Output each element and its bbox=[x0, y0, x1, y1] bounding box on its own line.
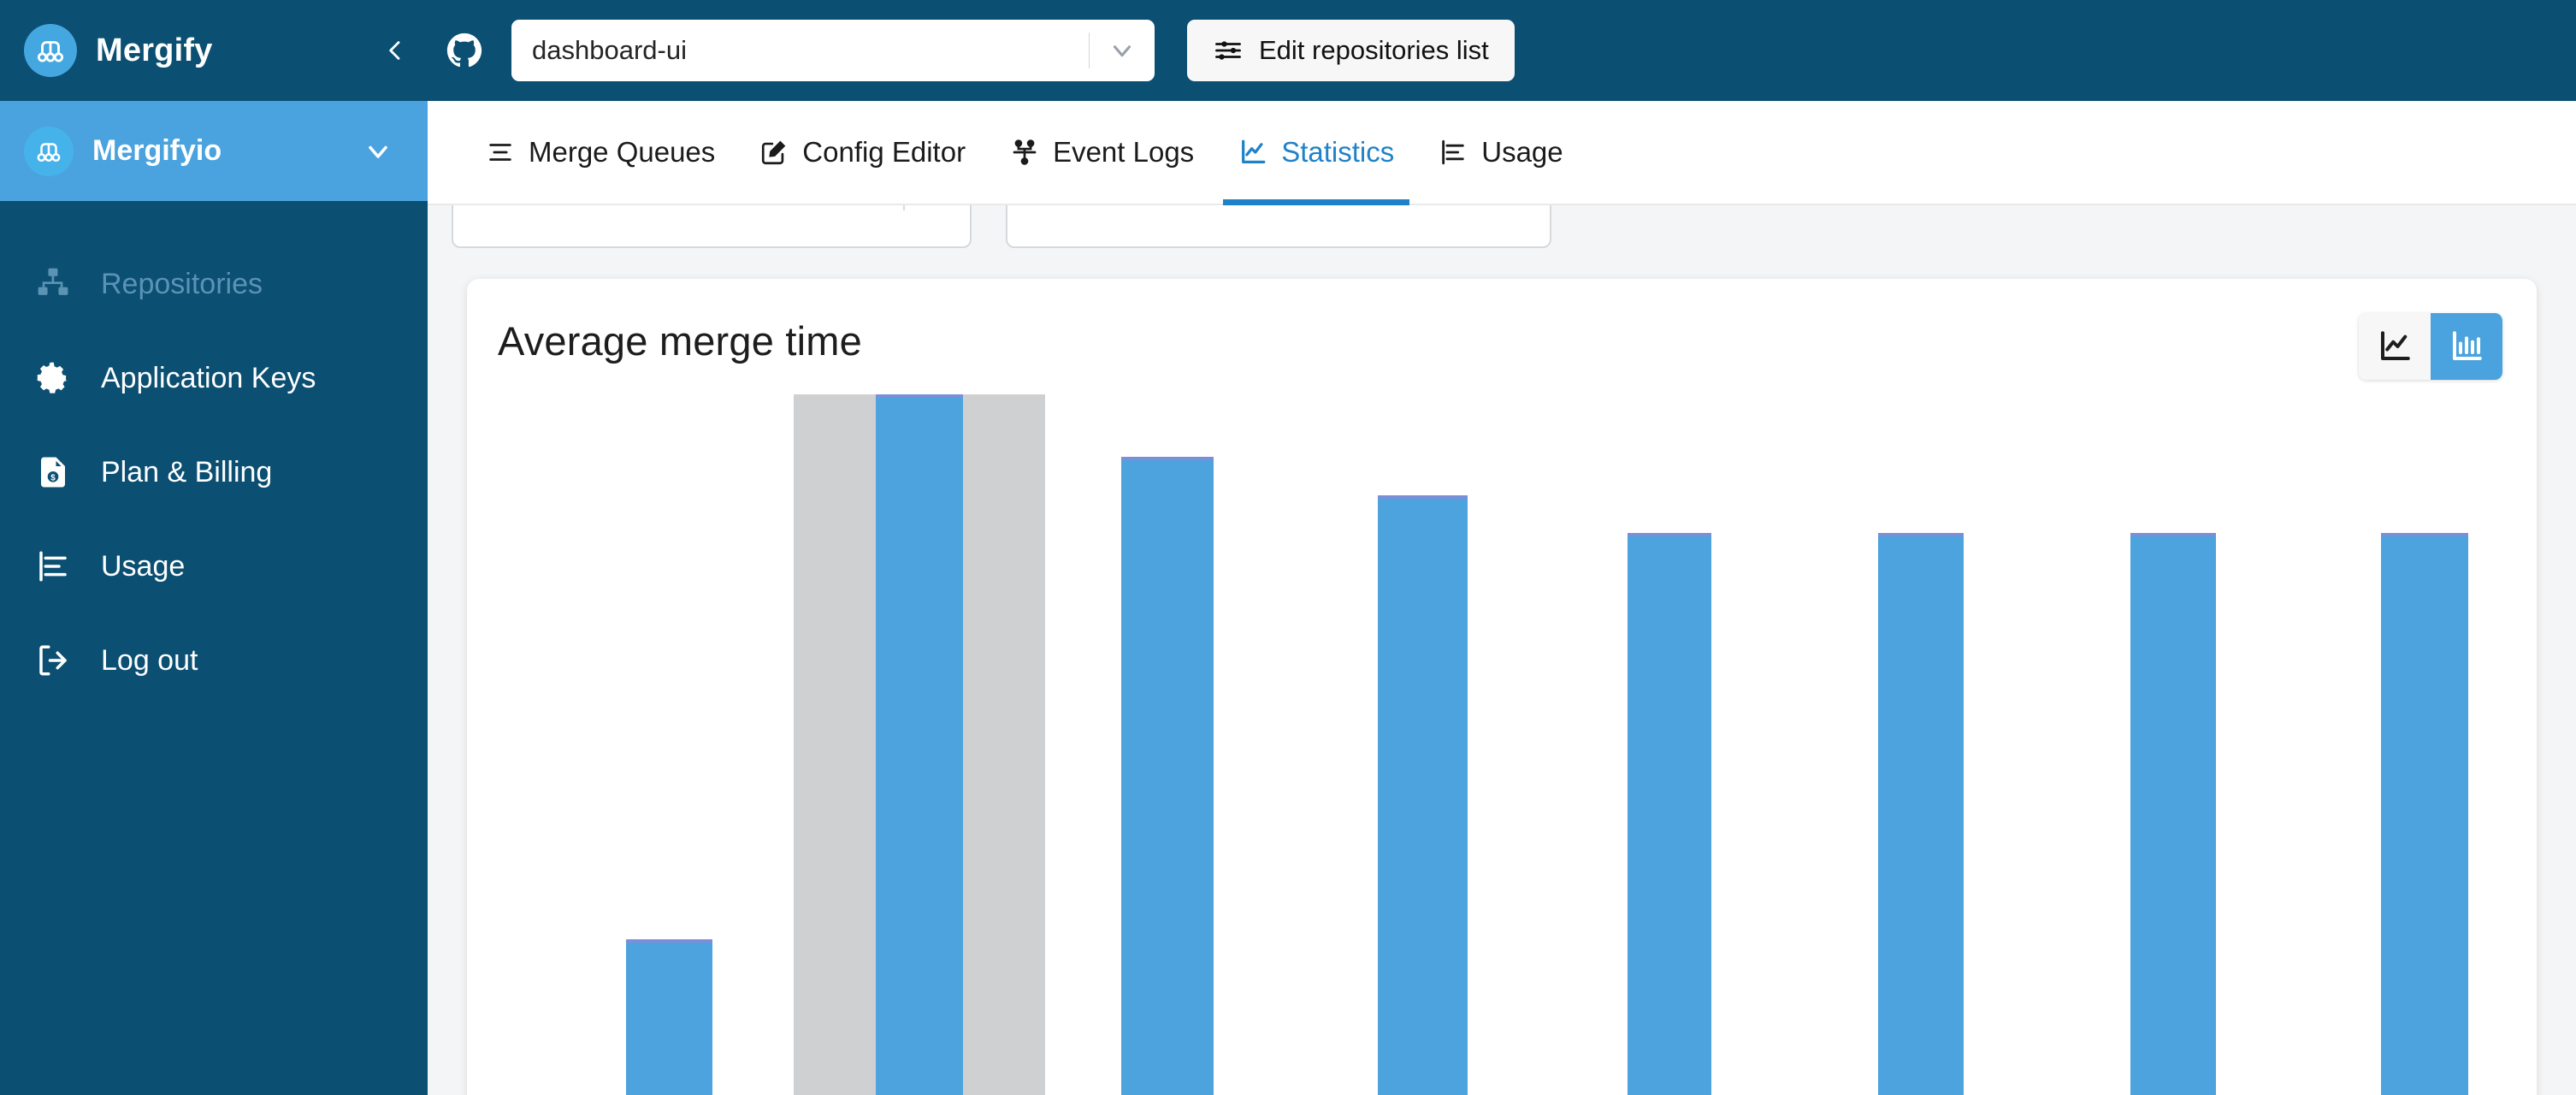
tab-label: Event Logs bbox=[1053, 136, 1195, 168]
chevron-down-icon[interactable] bbox=[1090, 20, 1155, 81]
bar-chart-view-button[interactable] bbox=[2431, 313, 2502, 380]
mergify-logo-icon bbox=[24, 24, 77, 77]
repositories-icon bbox=[31, 262, 75, 306]
tab-label: Config Editor bbox=[802, 136, 966, 168]
org-name: Mergifyio bbox=[92, 134, 222, 167]
bar-chart-icon bbox=[2449, 328, 2484, 364]
event-logs-icon bbox=[1010, 138, 1039, 167]
sidebar: Mergifyio Repositories bbox=[0, 101, 428, 1095]
edit-square-icon bbox=[759, 138, 789, 167]
chart-bar[interactable] bbox=[1121, 457, 1214, 1095]
top-bar: Mergify dashboard-ui bbox=[0, 0, 2576, 101]
tab-bar: Merge Queues Config Editor bbox=[428, 101, 2576, 205]
chart-bar[interactable] bbox=[2381, 533, 2468, 1095]
sidebar-item-usage[interactable]: Usage bbox=[0, 519, 428, 613]
tab-label: Merge Queues bbox=[529, 136, 716, 168]
sidebar-item-label: Log out bbox=[101, 643, 198, 677]
divider bbox=[1089, 33, 1090, 68]
invoice-dollar-icon: $ bbox=[31, 450, 75, 494]
repository-select[interactable]: dashboard-ui bbox=[511, 20, 1155, 81]
chart-bar[interactable] bbox=[1378, 495, 1468, 1095]
sidebar-item-label: Plan & Billing bbox=[101, 455, 273, 488]
list-icon bbox=[486, 138, 515, 167]
chart-bar[interactable] bbox=[876, 394, 963, 1095]
chart-bar[interactable] bbox=[1878, 533, 1964, 1095]
hover-highlight-band bbox=[794, 394, 876, 1095]
bar-chart-plot bbox=[467, 394, 2537, 1095]
chart-bar[interactable] bbox=[1628, 533, 1711, 1095]
bar-chart-icon bbox=[31, 544, 75, 589]
sidebar-item-repositories[interactable]: Repositories bbox=[0, 237, 428, 331]
filter-strip bbox=[428, 205, 2576, 258]
edit-repositories-label: Edit repositories list bbox=[1259, 35, 1489, 65]
filter-date-range[interactable] bbox=[1006, 205, 1551, 248]
sidebar-item-log-out[interactable]: Log out bbox=[0, 613, 428, 707]
line-chart-icon bbox=[1238, 138, 1267, 167]
filter-select-left[interactable] bbox=[452, 205, 972, 248]
sidebar-item-label: Application Keys bbox=[101, 361, 316, 394]
average-merge-time-card: Average merge time bbox=[467, 279, 2537, 1095]
tab-event-logs[interactable]: Event Logs bbox=[988, 101, 1216, 204]
hover-highlight-band bbox=[963, 394, 1045, 1095]
chevron-left-icon[interactable] bbox=[373, 28, 417, 73]
sidebar-item-plan-billing[interactable]: $ Plan & Billing bbox=[0, 425, 428, 519]
tab-usage[interactable]: Usage bbox=[1416, 101, 1585, 204]
chevron-down-icon[interactable] bbox=[363, 136, 393, 167]
tab-config-editor[interactable]: Config Editor bbox=[737, 101, 988, 204]
line-chart-icon bbox=[2377, 328, 2413, 364]
sidebar-nav: Repositories Application Keys $ bbox=[0, 201, 428, 707]
chart-view-toggle bbox=[2359, 313, 2502, 380]
chart-bar[interactable] bbox=[2130, 533, 2216, 1095]
mergify-logo-icon bbox=[24, 126, 74, 176]
repository-select-value: dashboard-ui bbox=[532, 35, 687, 65]
page-title: Average merge time bbox=[498, 318, 862, 364]
sidebar-item-label: Repositories bbox=[101, 267, 263, 300]
svg-text:$: $ bbox=[50, 474, 56, 483]
sidebar-item-label: Usage bbox=[101, 549, 186, 583]
tab-statistics[interactable]: Statistics bbox=[1216, 101, 1416, 205]
divider bbox=[903, 205, 905, 210]
main-content: Merge Queues Config Editor bbox=[428, 101, 2576, 1095]
edit-repositories-button[interactable]: Edit repositories list bbox=[1187, 20, 1515, 81]
sliders-icon bbox=[1213, 35, 1244, 66]
line-chart-view-button[interactable] bbox=[2359, 313, 2431, 380]
gear-icon bbox=[31, 356, 75, 400]
logout-icon bbox=[31, 638, 75, 683]
tab-label: Statistics bbox=[1281, 136, 1395, 168]
sidebar-item-application-keys[interactable]: Application Keys bbox=[0, 331, 428, 425]
bar-chart-icon bbox=[1439, 138, 1468, 167]
org-switcher[interactable]: Mergifyio bbox=[0, 101, 428, 201]
github-icon bbox=[445, 31, 484, 70]
brand-name: Mergify bbox=[96, 32, 213, 68]
brand: Mergify bbox=[0, 24, 428, 77]
tab-label: Usage bbox=[1481, 136, 1563, 168]
tab-merge-queues[interactable]: Merge Queues bbox=[464, 101, 737, 204]
chart-bar[interactable] bbox=[626, 939, 712, 1095]
